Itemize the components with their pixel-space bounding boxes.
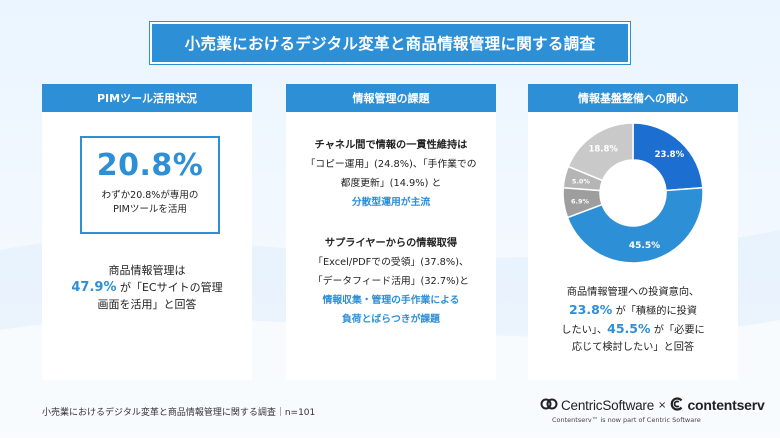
block-heading: サプライヤーからの情報取得 <box>324 238 458 249</box>
block-highlight: 情報収集・管理の手作業による <box>322 295 460 306</box>
highlight-percent: 45.5% <box>607 321 651 336</box>
logo-row: CentricSoftware × contentserv <box>540 396 765 414</box>
body-text: が「積極的に投資 <box>615 306 698 317</box>
card-pim-usage: PIMツール活用状況 20.8% わずか20.8%が専用の PIMツールを活用 … <box>42 84 252 380</box>
page-title: 小売業におけるデジタル変革と商品情報管理に関する調査 <box>150 22 630 64</box>
donut-chart: 23.8% 45.5% 6.9% 5.0% 18.8% <box>562 122 704 264</box>
logo-separator: × <box>658 399 667 411</box>
block-line: 「コピー運用」(24.8%)、「手作業での <box>305 159 477 170</box>
challenge-block-supplier: サプライヤーからの情報取得 「Excel/PDFでの受領」(37.8%)、 「デ… <box>286 234 496 329</box>
block-line: 都度更新」(14.9%) と <box>340 178 442 189</box>
body-text: したい」、 <box>561 325 608 336</box>
block-line: 「Excel/PDFでの受領」(37.8%)、 <box>313 257 469 268</box>
survey-note: 小売業におけるデジタル変革と商品情報管理に関する調査｜n=101 <box>42 408 316 418</box>
body-line: 商品情報管理への投資意向、 <box>566 287 700 298</box>
body-line: したい」、45.5% が「必要に <box>528 320 738 339</box>
donut-data-label: 6.9% <box>571 198 590 206</box>
highlight-percent: 23.8% <box>568 302 613 317</box>
donut-slice <box>566 186 704 264</box>
body-line: 47.9% が「ECサイトの管理 <box>42 279 252 296</box>
body-line: 23.8% が「積極的に投資 <box>528 301 738 320</box>
block-highlight: 負荷とばらつきが課題 <box>342 314 440 325</box>
donut-data-label: 45.5% <box>629 241 660 251</box>
card-header: 情報管理の課題 <box>286 84 496 112</box>
body-text: が「ECサイトの管理 <box>119 281 223 294</box>
challenge-block-channel: チャネル間で情報の一貫性維持は 「コピー運用」(24.8%)、「手作業での 都度… <box>286 136 496 212</box>
body-line: 画面を活用」と回答 <box>97 298 197 311</box>
donut-slice <box>632 122 704 192</box>
stat-value: 20.8% <box>96 148 204 183</box>
card-body-text: 商品情報管理は 47.9% が「ECサイトの管理 画面を活用」と回答 <box>42 262 252 313</box>
centric-logo-icon <box>540 398 558 413</box>
block-highlight: 分散型運用が主流 <box>351 197 431 208</box>
donut-slice <box>567 122 634 182</box>
stat-caption: わずか20.8%が専用の PIMツールを活用 <box>82 189 218 217</box>
card-info-challenges: 情報管理の課題 チャネル間で情報の一貫性維持は 「コピー運用」(24.8%)、「… <box>286 84 496 380</box>
donut-data-label: 18.8% <box>588 145 618 155</box>
body-line: 商品情報管理は <box>108 264 186 277</box>
card-body-text: 商品情報管理への投資意向、 23.8% が「積極的に投資 したい」、45.5% … <box>528 284 738 356</box>
contentserv-logo-icon <box>670 396 684 414</box>
body-text: が「必要に <box>653 325 705 336</box>
card-header: PIMツール活用状況 <box>42 84 252 112</box>
stat-caption-line: わずか20.8%が専用の <box>101 190 199 201</box>
donut-data-label: 23.8% <box>655 150 685 160</box>
body-line: 応じて検討したい」と回答 <box>571 342 695 353</box>
logo-note: Contentserv™ is now part of Centric Soft… <box>552 416 701 424</box>
donut-data-label: 5.0% <box>572 178 591 186</box>
stat-caption-line: PIMツールを活用 <box>113 204 187 215</box>
card-header: 情報基盤整備への関心 <box>528 84 738 112</box>
block-line: 「データフィード活用」(32.7%)と <box>312 276 470 287</box>
contentserv-logo: contentserv <box>687 397 765 413</box>
highlight-percent: 47.9% <box>71 280 117 295</box>
logo-area: CentricSoftware × contentserv Contentser… <box>540 396 765 430</box>
centric-software-logo: CentricSoftware <box>561 397 655 413</box>
block-heading: チャネル間で情報の一貫性維持は <box>314 140 468 151</box>
stat-box: 20.8% わずか20.8%が専用の PIMツールを活用 <box>80 136 220 234</box>
card-infra-interest: 情報基盤整備への関心 23.8% 45.5% 6.9% 5.0% 18.8% 商品情報管… <box>528 84 738 380</box>
